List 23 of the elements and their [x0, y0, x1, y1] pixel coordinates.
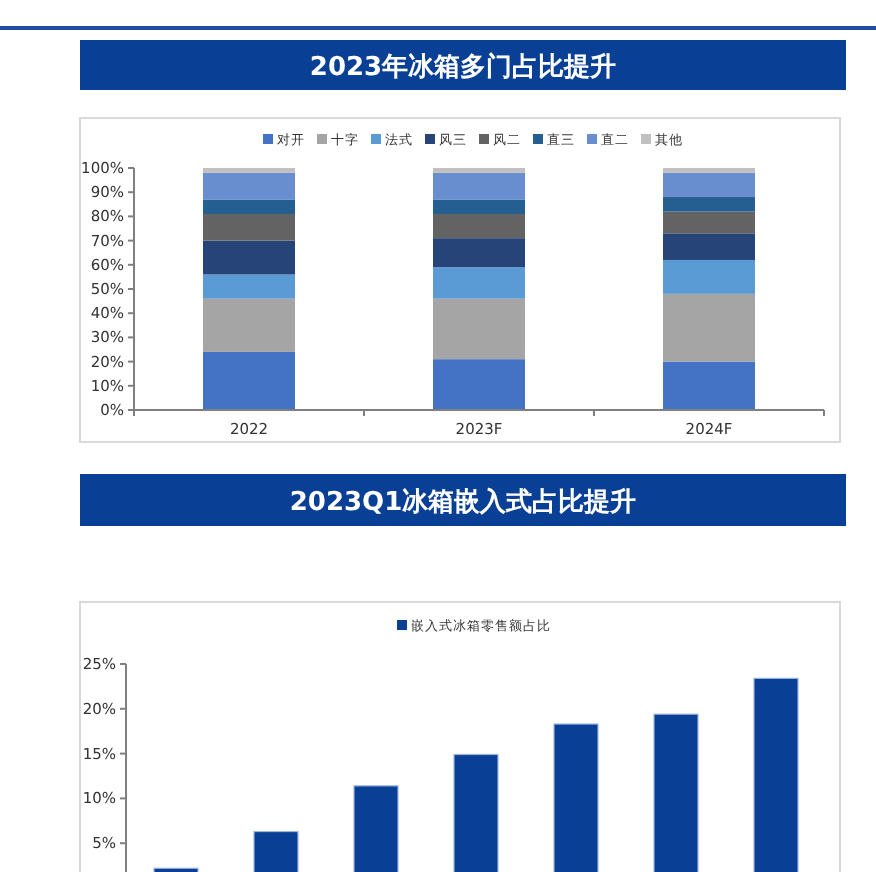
bar	[433, 298, 525, 360]
bar	[203, 351, 295, 410]
bar	[203, 199, 295, 214]
bar	[433, 359, 525, 410]
bar	[203, 298, 295, 352]
chart-title: 2023年冰箱多门占比提升	[309, 51, 617, 83]
bar	[663, 293, 755, 362]
bar	[203, 274, 295, 299]
chart-title: 2023Q1冰箱嵌入式占比提升	[289, 486, 637, 518]
bar	[663, 259, 755, 294]
bar	[433, 267, 525, 299]
bar	[433, 238, 525, 268]
bar	[203, 240, 295, 275]
bar	[203, 213, 295, 241]
bar	[663, 197, 755, 212]
bar	[433, 199, 525, 214]
bar	[203, 172, 295, 200]
bar	[663, 172, 755, 198]
bar	[663, 233, 755, 260]
bar	[663, 211, 755, 234]
bar	[433, 213, 525, 239]
bar	[433, 172, 525, 200]
bar	[663, 361, 755, 410]
